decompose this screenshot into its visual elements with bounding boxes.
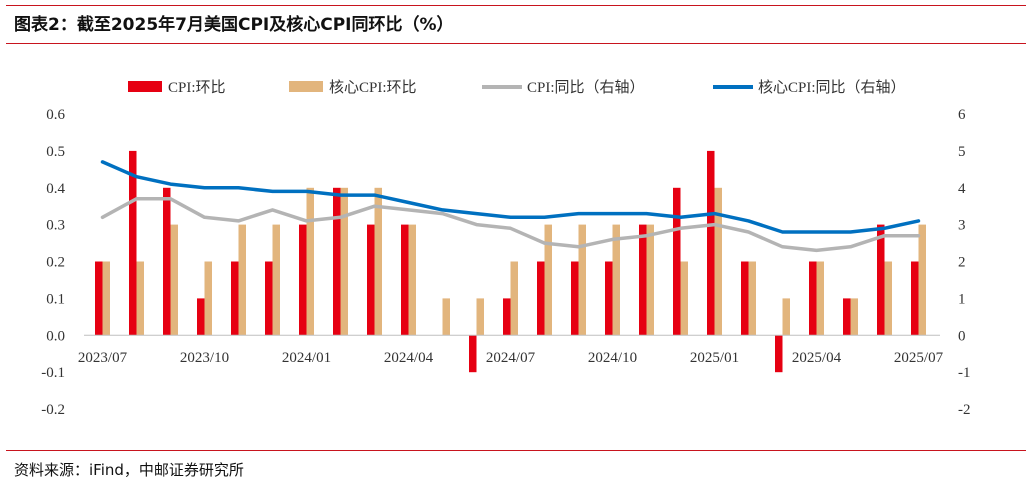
cpi-mom-bar-2024-12 — [673, 187, 681, 336]
core-mom-bar-2023-09 — [170, 224, 178, 336]
core-mom-bar-2025-06 — [884, 261, 892, 336]
core-mom-bar-2025-02 — [748, 261, 756, 336]
core-mom-bar-2024-07 — [510, 261, 518, 336]
x-tick-label: 2023/07 — [78, 350, 128, 366]
cpi-mom-bar-2025-05 — [843, 298, 851, 336]
cpi-mom-bar-2023-09 — [163, 187, 171, 336]
cpi-mom-bar-2024-02 — [333, 187, 341, 336]
right-y-tick-label: -1 — [958, 365, 971, 381]
lines-layer — [100, 160, 921, 253]
left-y-axis: 0.6 0.5 0.4 0.3 0.2 0.1 0.0 -0.1 -0.2 — [41, 107, 65, 418]
core-mom-bar-2024-06 — [476, 298, 484, 336]
core-mom-bar-2024-04 — [408, 224, 416, 336]
cpi-mom-bar-2025-07 — [911, 261, 919, 336]
legend-label: CPI:环比 — [168, 79, 226, 96]
chart-title: 图表2：截至2025年7月美国CPI及核心CPI同环比（%） — [14, 15, 454, 35]
core-mom-bar-2024-08 — [544, 224, 552, 336]
core-mom-bar-2025-01 — [714, 187, 722, 336]
cpi-mom-bar-2024-06 — [469, 335, 477, 373]
cpi-mom-bar-2024-10 — [605, 261, 613, 336]
left-y-tick-label: -0.2 — [41, 402, 65, 418]
left-y-tick-label: 0.4 — [46, 181, 65, 197]
cpi-mom-bar-2023-07 — [95, 261, 103, 336]
core-mom-bar-2023-10 — [204, 261, 212, 336]
legend-swatch — [128, 81, 162, 92]
core-mom-bar-2023-08 — [136, 261, 144, 336]
right-y-tick-label: -2 — [958, 402, 971, 418]
x-tick-label: 2023/10 — [180, 350, 229, 366]
right-y-tick-label: 3 — [958, 218, 966, 234]
x-axis-labels: 2023/07 2023/10 2024/01 2024/04 2024/07 2024/… — [78, 350, 944, 366]
left-y-tick-label: 0.0 — [46, 328, 65, 344]
cpi-mom-bar-2023-12 — [265, 261, 273, 336]
right-y-tick-label: 4 — [958, 181, 966, 197]
core-mom-bar-2023-11 — [238, 224, 246, 336]
right-y-tick-label: 2 — [958, 255, 966, 271]
cpi-mom-bar-2025-06 — [877, 224, 885, 336]
cpi-mom-bar-2024-04 — [401, 224, 409, 336]
x-tick-label: 2024/10 — [588, 350, 637, 366]
cpi-mom-bar-2023-11 — [231, 261, 239, 336]
cpi-mom-bar-2025-01 — [707, 150, 715, 336]
core-mom-bar-2023-12 — [272, 224, 280, 336]
legend: CPI:环比 核心CPI:环比 CPI:同比（右轴） 核心CPI:同比（右轴） — [128, 79, 906, 96]
right-y-tick-label: 5 — [958, 144, 966, 160]
x-tick-label: 2024/01 — [282, 350, 331, 366]
legend-label: CPI:同比（右轴） — [527, 79, 645, 96]
cpi-mom-bar-2023-08 — [129, 150, 137, 336]
x-tick-label: 2024/04 — [384, 350, 434, 366]
core-mom-bar-2025-05 — [850, 298, 858, 336]
cpi-mom-bar-2024-11 — [639, 224, 647, 336]
left-y-tick-label: 0.6 — [46, 107, 65, 123]
cpi-mom-bar-2025-04 — [809, 261, 817, 336]
bottom-rule — [6, 450, 1026, 451]
right-y-tick-label: 6 — [958, 107, 966, 123]
core-cpi-yoy-line — [100, 160, 921, 234]
core-mom-bar-2025-07 — [918, 224, 926, 336]
core-mom-bar-2025-03 — [782, 298, 790, 336]
title-rule — [6, 43, 1026, 44]
x-tick-label: 2025/04 — [792, 350, 842, 366]
core-mom-bar-2024-09 — [578, 224, 586, 336]
left-y-tick-label: 0.5 — [46, 144, 65, 160]
core-mom-bar-2024-02 — [340, 187, 348, 336]
cpi-mom-bar-2024-09 — [571, 261, 579, 336]
cpi-mom-bar-2024-03 — [367, 224, 375, 336]
cpi-yoy-line — [100, 197, 921, 253]
x-tick-label: 2024/07 — [486, 350, 536, 366]
core-mom-bar-2024-10 — [612, 224, 620, 336]
cpi-mom-bar-2024-08 — [537, 261, 545, 336]
top-rule — [6, 5, 1026, 6]
left-y-tick-label: 0.2 — [46, 255, 65, 271]
left-y-tick-label: -0.1 — [41, 365, 65, 381]
right-y-tick-label: 1 — [958, 291, 966, 307]
legend-label: 核心CPI:环比 — [329, 79, 417, 96]
core-mom-bar-2023-07 — [102, 261, 110, 336]
core-mom-bar-2024-03 — [374, 187, 382, 336]
left-y-tick-label: 0.3 — [46, 218, 65, 234]
cpi-mom-bar-2024-01 — [299, 224, 307, 336]
core-mom-bar-2024-05 — [442, 298, 450, 336]
bars-layer — [95, 150, 926, 373]
left-y-tick-label: 0.1 — [46, 291, 65, 307]
core-mom-bar-2024-11 — [646, 224, 654, 336]
x-tick-label: 2025/07 — [894, 350, 944, 366]
x-tick-label: 2025/01 — [690, 350, 739, 366]
core-mom-bar-2024-01 — [306, 187, 314, 336]
legend-swatch — [289, 81, 323, 92]
cpi-mom-bar-2024-07 — [503, 298, 511, 336]
legend-label: 核心CPI:同比（右轴） — [758, 79, 906, 96]
right-y-tick-label: 0 — [958, 328, 966, 344]
core-mom-bar-2025-04 — [816, 261, 824, 336]
cpi-mom-bar-2023-10 — [197, 298, 205, 336]
cpi-mom-bar-2025-02 — [741, 261, 749, 336]
cpi-mom-bar-2025-03 — [775, 335, 783, 373]
source-note: 资料来源：iFind，中邮证券研究所 — [14, 461, 244, 479]
core-mom-bar-2024-12 — [680, 261, 688, 336]
right-y-axis: 6 5 4 3 2 1 0 -1 -2 — [958, 107, 971, 418]
